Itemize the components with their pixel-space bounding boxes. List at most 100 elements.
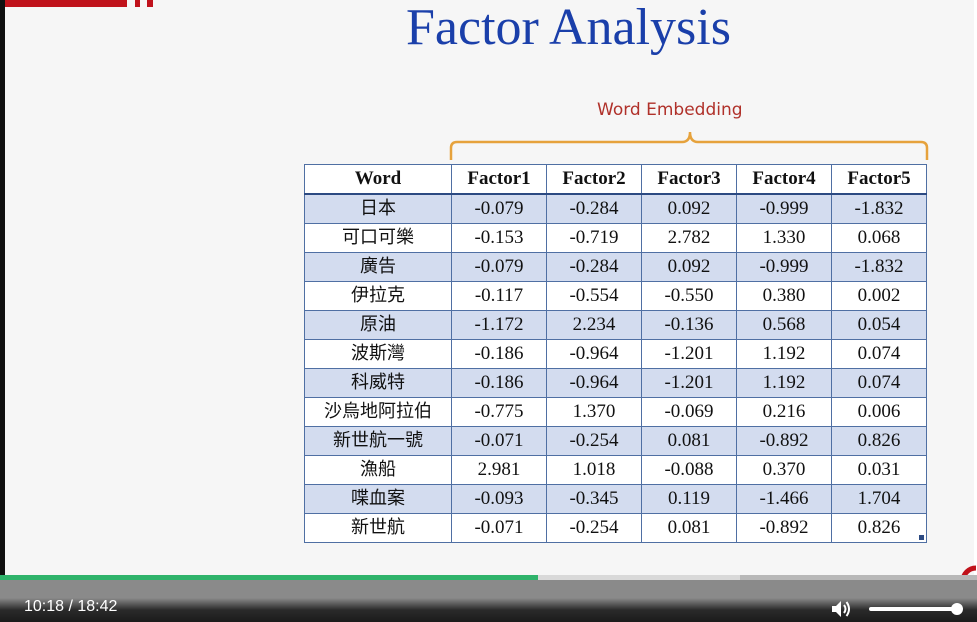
video-progress-bar[interactable] [0,575,977,580]
word-cell: 波斯灣 [304,339,452,369]
player-controls [0,580,977,622]
table-row: 日本 -0.079 -0.284 0.092 -0.999 -1.832 [304,193,927,224]
factor-cell: 0.380 [736,281,832,311]
factor-cell: -0.254 [546,426,642,456]
factor-cell: -0.136 [641,310,737,340]
curly-brace-icon [449,131,929,160]
factor-cell: -1.832 [831,252,927,282]
table-row: 漁船 2.981 1.018 -0.088 0.370 0.031 [304,455,927,485]
factor-cell: 1.330 [736,223,832,253]
factor-cell: -0.254 [546,513,642,543]
factor-cell: -0.093 [451,484,547,514]
factor-cell: -0.284 [546,252,642,282]
factor-cell: 0.370 [736,455,832,485]
factor-cell: -0.775 [451,397,547,427]
factor-cell: 1.370 [546,397,642,427]
table-row: 新世航一號 -0.071 -0.254 0.081 -0.892 0.826 [304,426,927,456]
factor-cell: 0.054 [831,310,927,340]
factor-cell: 0.119 [641,484,737,514]
table-row: 原油 -1.172 2.234 -0.136 0.568 0.054 [304,310,927,340]
factor-cell: -0.153 [451,223,547,253]
logo-mark [135,0,140,7]
table-row: 新世航 -0.071 -0.254 0.081 -0.892 0.826 [304,513,927,543]
factor-cell: 0.068 [831,223,927,253]
word-cell: 新世航 [304,513,452,543]
speaker-icon[interactable] [830,599,852,619]
column-header: Factor4 [736,164,832,195]
factor-cell: -0.345 [546,484,642,514]
table-row: 可口可樂 -0.153 -0.719 2.782 1.330 0.068 [304,223,927,253]
factor-cell: -0.999 [736,252,832,282]
factor-cell: -0.069 [641,397,737,427]
factor-cell: 0.216 [736,397,832,427]
factor-cell: 1.018 [546,455,642,485]
factor-cell: -0.088 [641,455,737,485]
factor-cell: -0.071 [451,426,547,456]
factor-cell: 0.074 [831,339,927,369]
column-header: Factor3 [641,164,737,195]
logo-bar [5,0,127,7]
word-cell: 廣告 [304,252,452,282]
table-row: 廣告 -0.079 -0.284 0.092 -0.999 -1.832 [304,252,927,282]
factor-cell: 0.031 [831,455,927,485]
volume-slider-handle[interactable] [951,603,963,615]
factor-cell: 1.192 [736,368,832,398]
slide-title: Factor Analysis [406,0,731,56]
factor-cell: -0.719 [546,223,642,253]
table-row: 伊拉克 -0.117 -0.554 -0.550 0.380 0.002 [304,281,927,311]
progress-played [0,575,539,580]
slide: Factor Analysis Word Embedding Word Fact… [0,0,977,575]
factor-cell: 0.006 [831,397,927,427]
factor-cell: -0.079 [451,193,547,224]
factor-cell: -0.117 [451,281,547,311]
factor-cell: -0.186 [451,339,547,369]
volume-slider[interactable] [869,607,959,611]
factor-cell: 0.092 [641,252,737,282]
table-row: 波斯灣 -0.186 -0.964 -1.201 1.192 0.074 [304,339,927,369]
factor-cell: -0.554 [546,281,642,311]
factor-cell: 0.002 [831,281,927,311]
logo-mark [147,0,153,7]
word-cell: 沙烏地阿拉伯 [304,397,452,427]
factor-cell: -0.892 [736,513,832,543]
factor-cell: -1.172 [451,310,547,340]
factor-cell: 0.081 [641,513,737,543]
table-row: 沙烏地阿拉伯 -0.775 1.370 -0.069 0.216 0.006 [304,397,927,427]
table-header-row: Word Factor1 Factor2 Factor3 Factor4 Fac… [304,164,927,195]
factor-cell: 0.081 [641,426,737,456]
column-header: Factor5 [831,164,927,195]
word-cell: 科威特 [304,368,452,398]
factor-cell: -1.201 [641,368,737,398]
factor-cell: 1.192 [736,339,832,369]
word-cell: 可口可樂 [304,223,452,253]
factor-cell: 0.826 [831,426,927,456]
factor-cell: -0.071 [451,513,547,543]
factor-cell: -0.892 [736,426,832,456]
factor-cell: 2.981 [451,455,547,485]
brace-label: Word Embedding [597,100,743,120]
factor-cell: -1.466 [736,484,832,514]
slide-right-edge [974,0,977,575]
factor-cell: 2.782 [641,223,737,253]
factor-cell: -0.964 [546,368,642,398]
word-cell: 日本 [304,193,452,224]
factor-cell: -1.201 [641,339,737,369]
factor-cell: -0.079 [451,252,547,282]
word-cell: 喋血案 [304,484,452,514]
factor-cell: -0.964 [546,339,642,369]
column-header: Factor1 [451,164,547,195]
factor-cell: 0.092 [641,193,737,224]
factor-cell: 0.826 [831,513,927,543]
factor-table: Word Factor1 Factor2 Factor3 Factor4 Fac… [304,164,927,543]
column-header: Factor2 [546,164,642,195]
word-cell: 伊拉克 [304,281,452,311]
factor-cell: -0.186 [451,368,547,398]
time-display: 10:18 / 18:42 [24,598,118,615]
word-cell: 漁船 [304,455,452,485]
table-resize-handle [919,535,924,540]
factor-cell: -0.550 [641,281,737,311]
table-row: 喋血案 -0.093 -0.345 0.119 -1.466 1.704 [304,484,927,514]
factor-cell: -0.999 [736,193,832,224]
column-header: Word [304,164,452,195]
factor-cell: 0.568 [736,310,832,340]
